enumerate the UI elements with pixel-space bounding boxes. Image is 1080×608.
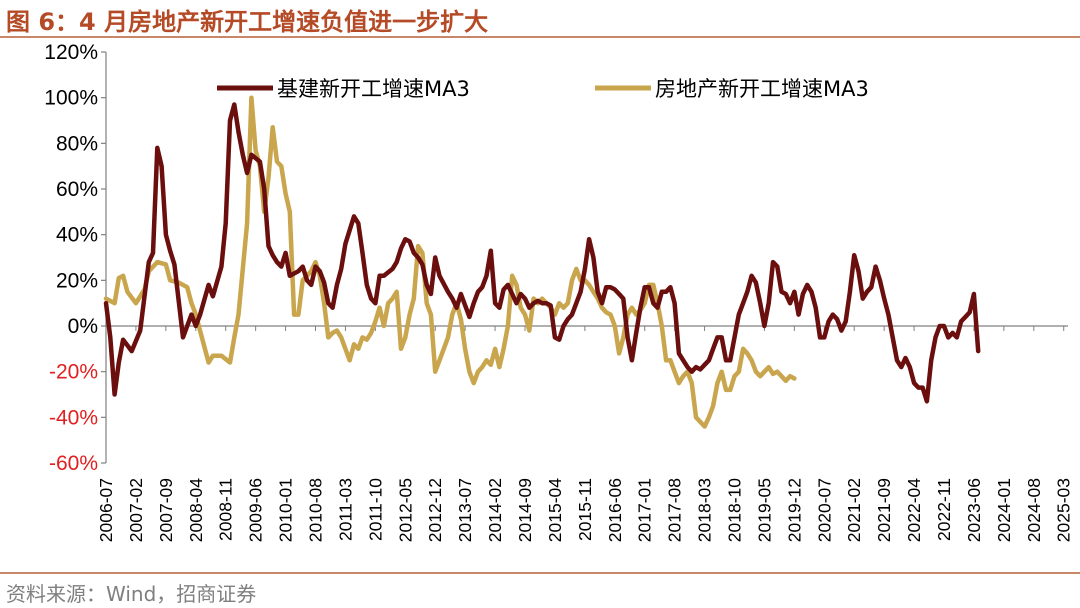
y-tick-label: 20% <box>56 269 98 292</box>
y-tick-label: -60% <box>49 452 98 475</box>
y-tick-label: 0% <box>68 315 98 338</box>
x-tick-label: 2024-08 <box>1024 478 1044 542</box>
x-tick-label: 2014-02 <box>485 478 505 542</box>
x-tick-label: 2025-03 <box>1054 478 1074 542</box>
x-tick-label: 2018-10 <box>725 478 745 542</box>
x-tick-label: 2013-07 <box>455 478 475 542</box>
y-tick-label: -40% <box>49 406 98 429</box>
y-tick-label: -20% <box>49 361 98 384</box>
x-tick-label: 2008-11 <box>216 478 236 541</box>
y-tick-label: 40% <box>56 224 98 247</box>
x-tick-label: 2018-03 <box>695 478 715 542</box>
x-tick-label: 2012-05 <box>395 478 415 542</box>
x-tick-label: 2014-09 <box>515 478 535 542</box>
y-tick-label: 80% <box>56 132 98 155</box>
y-tick-label: 60% <box>56 178 98 201</box>
source-note: 资料来源：Wind，招商证券 <box>6 582 257 606</box>
x-tick-label: 2017-01 <box>635 478 655 542</box>
x-tick-label: 2009-06 <box>246 478 266 542</box>
legend: 基建新开工增速MA3 房地产新开工增速MA3 <box>217 77 869 101</box>
x-tick-label: 2024-01 <box>994 478 1014 542</box>
x-tick-label: 2021-09 <box>874 478 894 542</box>
x-tick-label: 2022-04 <box>904 478 924 542</box>
x-tick-label: 2006-07 <box>96 478 116 542</box>
line-chart: 120% 100% 80% 60% 40% 20% 0% -20% -40% -60% 2006-… <box>44 41 1074 542</box>
x-tick-label: 2015-04 <box>545 478 565 542</box>
footer-divider <box>0 572 1080 574</box>
x-tick-label: 2022-11 <box>934 478 954 541</box>
x-tick-label: 2010-01 <box>276 478 296 542</box>
series-line-0 <box>103 102 981 404</box>
series-line-1 <box>103 95 797 429</box>
x-tick-label: 2020-07 <box>814 478 834 542</box>
series-layer <box>103 95 981 429</box>
chart-title: 图 6：4 月房地产新开工增速负值进一步扩大 <box>6 8 489 36</box>
x-tick-label: 2007-09 <box>156 478 176 542</box>
x-tick-label: 2008-04 <box>186 478 206 542</box>
legend-label-0: 基建新开工增速MA3 <box>277 77 470 101</box>
title-divider <box>0 36 1080 38</box>
x-tick-label: 2015-11 <box>575 478 595 541</box>
x-tick-label: 2012-12 <box>425 478 445 542</box>
x-tick-label: 2023-06 <box>964 478 984 542</box>
x-tick-label: 2016-06 <box>605 478 625 542</box>
x-tick-label: 2010-08 <box>306 478 326 542</box>
x-tick-label: 2019-12 <box>784 478 804 542</box>
x-axis: 2006-07 2007-02 2007-09 2008-04 2008-11 2009-… <box>96 325 1074 542</box>
x-tick-label: 2017-08 <box>665 478 685 542</box>
x-tick-label: 2007-02 <box>126 478 146 542</box>
x-tick-label: 2021-02 <box>844 478 864 542</box>
x-tick-label: 2011-10 <box>365 478 385 541</box>
y-axis: 120% 100% 80% 60% 40% 20% 0% -20% -40% -60% <box>44 41 107 475</box>
x-tick-label: 2019-05 <box>754 478 774 542</box>
x-tick-label: 2011-03 <box>335 478 355 541</box>
legend-label-1: 房地产新开工增速MA3 <box>655 77 869 101</box>
y-tick-label: 120% <box>44 41 98 64</box>
y-tick-label: 100% <box>44 87 98 110</box>
